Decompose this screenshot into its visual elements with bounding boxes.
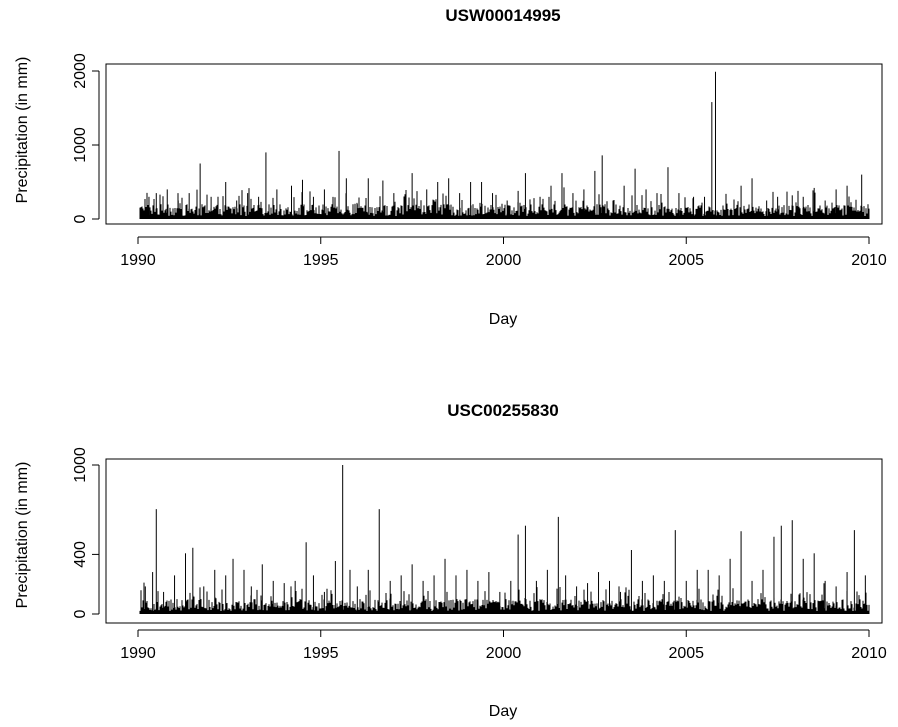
y-tick-label: 0 — [72, 214, 89, 223]
x-tick-label: 2005 — [668, 252, 704, 269]
x-tick-label: 1995 — [303, 645, 339, 662]
y-tick-label: 2000 — [72, 53, 89, 89]
x-tick-label: 1995 — [303, 252, 339, 269]
plot-frame-2 — [105, 458, 883, 624]
x-tick-label: 2010 — [851, 252, 887, 269]
y-tick-label: 1000 — [72, 127, 89, 163]
x-tick-label: 1990 — [120, 252, 156, 269]
y-tick-label: 400 — [72, 541, 89, 568]
y-axis-2: 0 400 1000 — [72, 447, 100, 618]
chart-title-1: USW00014995 — [445, 6, 560, 25]
x-axis-label-1: Day — [489, 311, 517, 328]
y-tick-label: 0 — [72, 609, 89, 618]
chart-panel-1: USW00014995 1990 1995 2000 2005 2010 0 1000 20… — [14, 6, 887, 328]
chart-panel-2: USC00255830 1990 1995 2000 2005 2010 0 400 100… — [14, 401, 887, 720]
x-axis-label-2: Day — [489, 703, 517, 720]
data-spikes-2 — [139, 465, 870, 614]
y-tick-label: 1000 — [72, 447, 89, 483]
y-axis-label-1: Precipitation (in mm) — [14, 57, 31, 204]
x-tick-label: 2005 — [668, 645, 704, 662]
data-spikes-1 — [139, 71, 870, 219]
y-axis-1: 0 1000 2000 — [72, 53, 100, 223]
y-axis-label-2: Precipitation (in mm) — [14, 462, 31, 609]
x-tick-label: 2000 — [486, 252, 522, 269]
chart-title-2: USC00255830 — [447, 401, 559, 420]
x-tick-label: 1990 — [120, 645, 156, 662]
x-axis-2: 1990 1995 2000 2005 2010 — [120, 629, 887, 662]
plot-frame-1 — [105, 63, 883, 225]
x-axis-1: 1990 1995 2000 2005 2010 — [120, 236, 887, 269]
x-tick-label: 2010 — [851, 645, 887, 662]
x-tick-label: 2000 — [486, 645, 522, 662]
